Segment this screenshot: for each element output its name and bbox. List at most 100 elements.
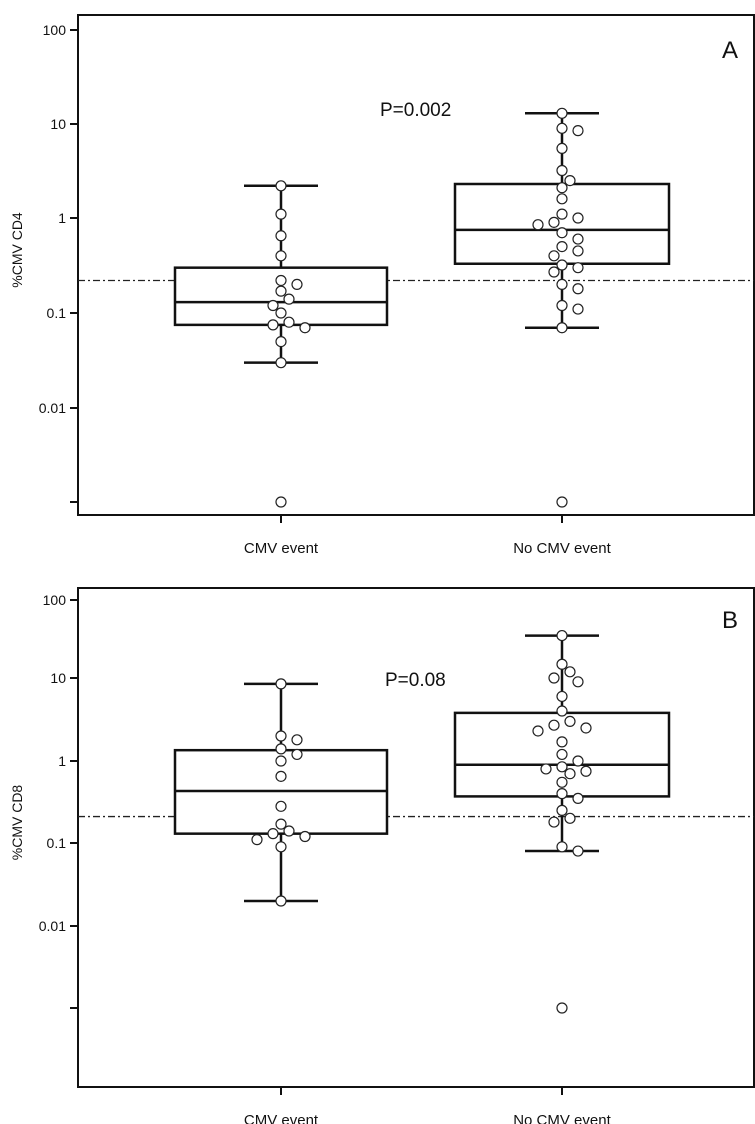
y-tick-label: 1: [58, 753, 66, 769]
p-value-annotation: P=0.08: [385, 670, 446, 691]
data-point: [564, 666, 576, 678]
y-tick-label: 100: [43, 592, 67, 608]
data-point: [556, 629, 568, 642]
data-point: [283, 316, 295, 328]
data-point: [275, 357, 287, 369]
data-point: [532, 725, 544, 737]
data-point: [275, 250, 287, 262]
panel-a: 100 10 1 0.1 0.01 %CMV CD4 CMV event No CMV eve…: [9, 14, 755, 557]
p-value-annotation: P=0.002: [380, 100, 451, 121]
data-point: [572, 792, 584, 804]
data-point: [548, 266, 560, 278]
data-point: [275, 841, 287, 853]
data-point: [572, 212, 584, 224]
data-point: [556, 1002, 568, 1014]
data-point: [548, 250, 560, 262]
data-point: [572, 303, 584, 315]
data-point: [275, 743, 287, 755]
data-point: [540, 763, 552, 775]
x-category-label: No CMV event: [513, 540, 611, 557]
data-point: [548, 816, 560, 828]
x-category-label: CMV event: [244, 540, 319, 557]
data-point: [564, 174, 576, 187]
data-point: [556, 240, 568, 253]
y-tick-label: 100: [43, 22, 67, 38]
y-tick-label: 0.1: [47, 835, 67, 851]
y-axis-label: %CMV CD4: [9, 212, 25, 288]
data-point: [556, 299, 568, 312]
panel-b: 100 10 1 0.1 0.01 %CMV CD8 CMV event No CMV eve…: [9, 587, 755, 1124]
data-point: [275, 755, 287, 767]
y-tick-label: 0.01: [39, 918, 66, 934]
data-point: [556, 841, 568, 853]
data-point: [267, 319, 279, 331]
panel-letter: B: [722, 607, 738, 634]
data-point: [556, 208, 568, 220]
data-point: [299, 322, 311, 334]
data-point: [275, 180, 287, 192]
data-point: [556, 776, 568, 788]
data-point: [291, 278, 303, 291]
data-point: [275, 230, 287, 242]
data-point: [283, 293, 295, 305]
data-point: [267, 828, 279, 840]
data-point: [283, 825, 295, 837]
data-point: [580, 765, 592, 777]
data-point: [556, 278, 568, 291]
data-point: [556, 142, 568, 155]
data-point: [267, 299, 279, 312]
data-point: [556, 164, 568, 177]
data-point: [572, 283, 584, 295]
data-point: [548, 672, 560, 684]
data-point: [556, 705, 568, 717]
data-point: [275, 274, 287, 287]
data-point: [556, 227, 568, 239]
data-point: [275, 800, 287, 812]
data-point: [532, 219, 544, 231]
data-point: [556, 122, 568, 134]
data-point: [251, 834, 263, 846]
data-point: [572, 125, 584, 137]
data-point: [275, 678, 287, 690]
data-point: [556, 690, 568, 703]
data-point: [556, 496, 568, 508]
data-point: [556, 182, 568, 194]
data-point: [275, 208, 287, 220]
data-point: [556, 322, 568, 334]
y-tick-label: 10: [50, 670, 66, 686]
data-point: [556, 736, 568, 748]
data-point: [548, 216, 560, 228]
data-point: [564, 812, 576, 824]
data-point: [275, 730, 287, 742]
data-point: [572, 676, 584, 688]
data-point: [299, 830, 311, 843]
data-point: [564, 768, 576, 780]
data-point: [548, 719, 560, 731]
data-point: [572, 233, 584, 245]
data-point: [275, 285, 287, 297]
panel-letter: A: [722, 37, 738, 64]
y-tick-label: 0.1: [47, 305, 67, 321]
data-point: [275, 895, 287, 907]
data-point: [572, 262, 584, 274]
data-point: [556, 788, 568, 800]
data-point: [556, 804, 568, 816]
data-point: [275, 818, 287, 830]
data-point: [275, 770, 287, 782]
data-point: [275, 307, 287, 319]
plot-frame: [77, 587, 755, 1088]
data-point: [572, 755, 584, 767]
data-point: [275, 496, 287, 508]
data-point: [275, 335, 287, 348]
y-tick-label: 0.01: [39, 400, 66, 416]
data-point: [291, 734, 303, 746]
data-point: [556, 193, 568, 205]
data-point: [291, 748, 303, 761]
x-category-label: No CMV event: [513, 1112, 611, 1124]
data-point: [556, 761, 568, 773]
data-point: [564, 715, 576, 727]
plot-frame: [77, 14, 755, 516]
y-axis-label: %CMV CD8: [9, 785, 25, 861]
data-point: [572, 845, 584, 857]
